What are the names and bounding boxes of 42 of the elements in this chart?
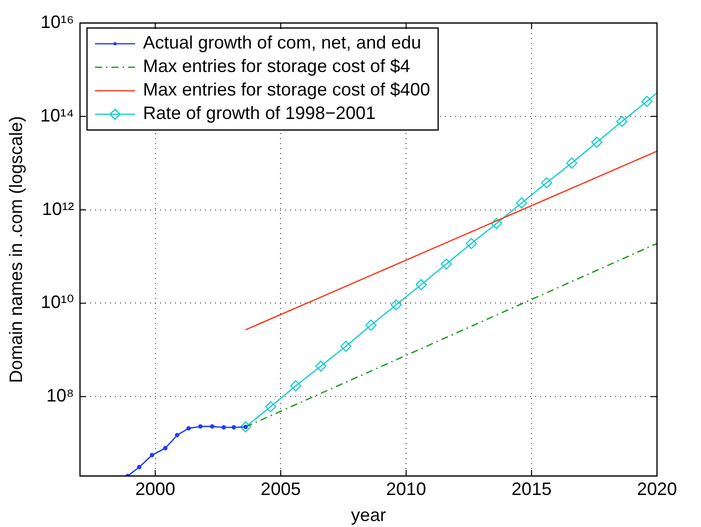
point [315, 360, 326, 372]
point [198, 424, 203, 429]
point [222, 425, 226, 430]
point [390, 299, 402, 311]
point [516, 197, 528, 209]
point [290, 380, 302, 392]
x-tick-label: 2000 [135, 478, 176, 499]
point [240, 421, 252, 433]
point [137, 464, 142, 470]
point [490, 218, 502, 230]
point [210, 424, 214, 429]
point [541, 177, 552, 188]
x-tick-label: 2020 [636, 478, 678, 499]
point [641, 96, 653, 107]
point [365, 320, 377, 331]
point [265, 401, 276, 412]
legend-label: Rate of growth of 1998−2001 [143, 103, 376, 124]
point [186, 426, 191, 431]
legend-label: Actual growth of com, net, and edu [143, 32, 422, 53]
y-tick-label: 10⁸ [46, 386, 74, 406]
point [232, 425, 236, 430]
y-tick-label: 10¹⁴ [40, 105, 74, 126]
y-tick-label: 10¹⁶ [40, 12, 74, 32]
point [416, 279, 427, 290]
legend-label: Max entries for storage cost of $400 [143, 80, 430, 100]
point [591, 136, 602, 148]
y-tick-label: 10¹⁰ [40, 292, 74, 312]
x-tick-label: 2010 [386, 478, 426, 499]
point [340, 340, 352, 352]
x-tick-label: 2015 [512, 478, 552, 499]
point [150, 452, 154, 458]
point [616, 116, 628, 128]
point [174, 432, 180, 438]
y-axis-title: Domain names in .com (logscale) [6, 116, 26, 384]
legend-label: Max entries for storage cost of $4 [143, 56, 410, 76]
x-axis-title: year [350, 505, 386, 526]
point [440, 258, 452, 270]
x-tick-label: 2005 [260, 478, 301, 499]
point [466, 238, 477, 250]
y-tick-label: 10¹² [42, 198, 74, 219]
point [163, 446, 168, 450]
point [566, 158, 578, 169]
